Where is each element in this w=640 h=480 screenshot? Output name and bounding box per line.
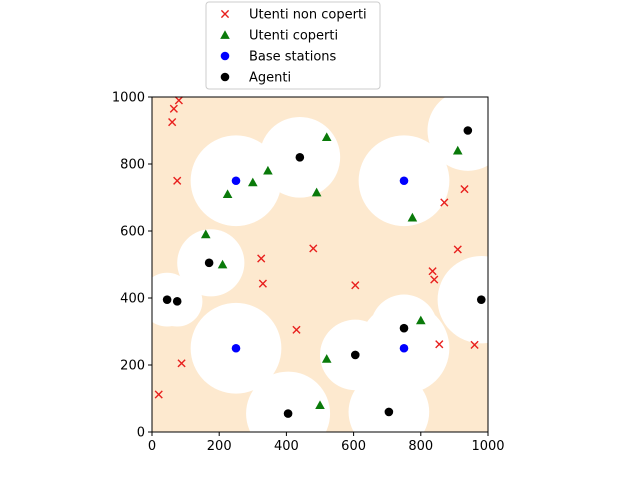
- covered-user-point: [407, 212, 418, 222]
- base-station-point: [399, 343, 409, 353]
- uncovered-user-point: [453, 245, 462, 254]
- covered-user-point: [321, 132, 332, 142]
- legend-entry-uncovered: Utenti non coperti: [220, 8, 367, 23]
- legend-entry-agents: Agenti: [220, 71, 291, 86]
- uncovered-user-point: [174, 96, 183, 105]
- y-tick-label: 0: [137, 426, 145, 441]
- base-station-point: [399, 176, 409, 186]
- covered-user-point: [416, 315, 426, 325]
- x-tick-label: 800: [408, 439, 433, 454]
- covered-user-point: [248, 177, 258, 187]
- covered-user-point: [217, 259, 228, 269]
- legend-label: Utenti coperti: [249, 29, 338, 44]
- legend-label: Agenti: [249, 71, 291, 86]
- uncovered-user-point: [154, 390, 163, 399]
- agent-point: [283, 409, 293, 418]
- coverage-area: [437, 256, 488, 344]
- x-tick-label: 600: [341, 439, 366, 454]
- uncovered-user-point: [168, 118, 177, 127]
- x-tick-label: 400: [274, 439, 299, 454]
- agent-point: [384, 407, 394, 417]
- y-tick-label: 800: [120, 158, 145, 173]
- uncovered-user-point: [460, 185, 469, 194]
- legend-marker: [220, 9, 230, 19]
- x-tick-label: 200: [207, 439, 232, 454]
- x-tick-label: 1000: [471, 439, 504, 454]
- uncovered-user-point: [169, 104, 178, 113]
- covered-user-point: [321, 354, 332, 363]
- covered-user-point: [222, 189, 233, 198]
- legend-frame: [205, 1, 381, 90]
- legend-label: Utenti non coperti: [249, 8, 367, 23]
- coverage-area: [427, 97, 488, 171]
- legend-entry-covered: Utenti coperti: [220, 29, 338, 44]
- uncovered-user-point: [292, 325, 301, 334]
- uncovered-user-point: [351, 281, 360, 290]
- uncovered-user-point: [309, 244, 318, 253]
- agent-point: [295, 153, 305, 162]
- covered-user-point: [311, 187, 322, 197]
- uncovered-user-point: [430, 275, 439, 284]
- x-tick-label: 0: [148, 439, 156, 454]
- y-tick-label: 1000: [112, 91, 145, 106]
- legend: Utenti non coperti Utenti coperti Base sta…: [205, 1, 381, 90]
- agent-point: [463, 126, 473, 135]
- y-tick-label: 400: [120, 292, 145, 307]
- legend-entry-base-stations: Base stations: [220, 50, 337, 65]
- uncovered-user-point: [177, 359, 186, 368]
- uncovered-user-point: [470, 340, 479, 349]
- covered-user-point: [200, 229, 211, 239]
- legend-marker: [220, 72, 230, 82]
- coverage-area: [348, 371, 430, 432]
- uncovered-user-point: [428, 267, 437, 276]
- y-tick-label: 600: [120, 225, 145, 240]
- uncovered-user-point: [173, 176, 182, 185]
- legend-marker: [220, 51, 230, 61]
- agent-point: [162, 295, 172, 304]
- plot-area: [152, 96, 488, 432]
- y-tick-label: 200: [120, 359, 145, 374]
- base-station-point: [231, 343, 241, 353]
- agent-point: [172, 297, 182, 306]
- uncovered-user-point: [435, 340, 444, 349]
- plot-frame: [151, 96, 489, 433]
- uncovered-user-point: [258, 279, 267, 288]
- base-station-point: [231, 176, 241, 186]
- agent-point: [350, 350, 360, 360]
- coverage-area: [246, 371, 331, 432]
- agent-point: [399, 323, 409, 333]
- axes: 0 200 400 600 800 1000 0 200 400 600 800 1000: [112, 91, 505, 455]
- legend-marker: [220, 30, 230, 39]
- uncovered-user-point: [257, 254, 266, 263]
- legend-label: Base stations: [249, 50, 337, 65]
- agent-point: [476, 295, 486, 304]
- agent-point: [204, 258, 214, 268]
- uncovered-user-point: [440, 198, 449, 207]
- covered-user-point: [263, 165, 273, 175]
- covered-user-point: [315, 400, 325, 410]
- covered-user-point: [452, 145, 463, 155]
